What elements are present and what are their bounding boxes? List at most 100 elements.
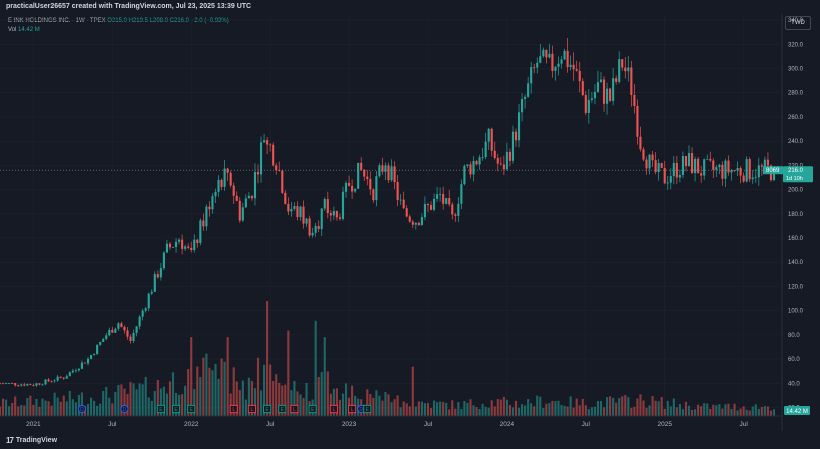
event-marker[interactable] bbox=[347, 404, 357, 414]
event-marker[interactable] bbox=[308, 404, 317, 414]
volume-bar bbox=[502, 396, 505, 416]
candle-body bbox=[672, 162, 675, 177]
volume-bar bbox=[417, 401, 420, 416]
event-marker[interactable] bbox=[363, 404, 372, 414]
volume-bar bbox=[587, 409, 590, 416]
candle-body bbox=[335, 211, 338, 218]
volume-bar bbox=[703, 403, 706, 416]
candle-body bbox=[126, 330, 129, 337]
candle-body bbox=[11, 382, 14, 384]
candle-body bbox=[660, 163, 663, 168]
volume-bar bbox=[475, 407, 478, 416]
price-axis[interactable]: 20.040.060.080.0100.0120.0140.0160.0180.… bbox=[788, 18, 804, 411]
candle-body bbox=[530, 67, 533, 84]
candle-body bbox=[615, 78, 618, 82]
event-marker[interactable] bbox=[290, 404, 299, 414]
candle-body bbox=[426, 203, 430, 206]
candle-body bbox=[326, 199, 329, 214]
volume-bar bbox=[80, 392, 84, 416]
volume-bar bbox=[454, 408, 457, 416]
candle-body bbox=[569, 64, 572, 68]
candle-body bbox=[354, 188, 357, 192]
tradingview-logo[interactable]: 17 TradingView bbox=[6, 436, 57, 445]
candle-body bbox=[241, 207, 244, 221]
candle-body bbox=[202, 220, 205, 227]
volume-bar bbox=[645, 407, 648, 416]
event-marker[interactable] bbox=[171, 404, 181, 414]
candle-body bbox=[150, 291, 153, 294]
candle-body bbox=[557, 63, 560, 67]
volume-bar bbox=[165, 393, 169, 416]
volume-bar bbox=[548, 403, 551, 416]
volume-bar bbox=[733, 403, 736, 416]
candle-body bbox=[599, 79, 603, 83]
candle-body bbox=[721, 164, 724, 179]
candle-body bbox=[290, 208, 293, 212]
candle-body bbox=[475, 161, 478, 165]
event-marker[interactable] bbox=[229, 404, 238, 414]
volume-legend[interactable]: Vol 14.42 M bbox=[8, 27, 40, 33]
candle-body bbox=[745, 159, 748, 182]
candle-body bbox=[724, 160, 727, 179]
volume-bar bbox=[314, 320, 317, 416]
volume-bar bbox=[68, 390, 71, 416]
symbol-legend[interactable]: E INK HOLDINGS INC. · 1W · TPEX O215.0 H… bbox=[8, 18, 229, 24]
price-tick-label: 300.0 bbox=[788, 66, 804, 72]
candle-body bbox=[372, 189, 375, 201]
currency-button[interactable]: TWD bbox=[785, 16, 811, 30]
volume-bar bbox=[259, 390, 263, 416]
event-marker[interactable] bbox=[329, 404, 338, 414]
candle-body bbox=[341, 191, 345, 219]
dividend-event-marker[interactable] bbox=[77, 404, 87, 414]
volume-bar bbox=[26, 398, 29, 416]
time-tick-label: Jul bbox=[582, 421, 591, 428]
volume-bar bbox=[20, 404, 23, 416]
time-axis[interactable]: 2021 Jul 2022 Jul 2023 Jul 2024 Jul 2025 Jul bbox=[26, 421, 748, 428]
candle-body bbox=[448, 198, 451, 205]
candle-body bbox=[766, 159, 769, 166]
volume-bar bbox=[351, 385, 354, 416]
volume-bar bbox=[41, 398, 44, 416]
volume-bar bbox=[429, 408, 433, 416]
candle-body bbox=[296, 205, 299, 218]
price-tick-label: 240.0 bbox=[788, 139, 804, 145]
candle-body bbox=[669, 176, 672, 183]
price-tick-label: 320.0 bbox=[788, 42, 804, 48]
event-marker[interactable] bbox=[187, 404, 196, 414]
volume-bar bbox=[263, 364, 266, 416]
candle-body bbox=[645, 159, 648, 169]
volume-bar bbox=[147, 397, 150, 416]
candle-body bbox=[527, 83, 530, 97]
candle-body bbox=[38, 383, 41, 385]
volume-bar bbox=[754, 404, 757, 416]
volume-bar bbox=[602, 407, 606, 416]
volume-bar bbox=[171, 372, 175, 416]
event-marker[interactable] bbox=[247, 404, 257, 414]
candle-body bbox=[627, 67, 630, 72]
candle-body bbox=[533, 67, 536, 68]
volume-bar bbox=[472, 405, 475, 416]
candle-body bbox=[132, 332, 135, 341]
volume-tag-bg bbox=[784, 406, 810, 415]
event-marker[interactable] bbox=[263, 404, 272, 414]
volume-bar bbox=[123, 388, 126, 416]
price-tick-label: 100.0 bbox=[788, 309, 804, 315]
event-marker[interactable] bbox=[278, 404, 287, 414]
dividend-event-marker[interactable] bbox=[120, 404, 129, 414]
event-marker-label: E bbox=[311, 407, 315, 413]
volume-bar bbox=[448, 409, 451, 416]
candle-body bbox=[706, 158, 709, 160]
candle-body bbox=[736, 167, 739, 171]
event-marker[interactable] bbox=[156, 404, 165, 414]
candle-body bbox=[730, 170, 733, 173]
grid-lines bbox=[0, 14, 782, 416]
volume-bar bbox=[760, 406, 763, 416]
candle-body bbox=[499, 163, 502, 165]
candle-body bbox=[536, 62, 539, 68]
price-tick-label: 200.0 bbox=[788, 188, 804, 194]
volume-bar bbox=[633, 406, 636, 416]
volume-tag-text: 14.42 M bbox=[786, 409, 808, 415]
volume-bar bbox=[366, 389, 369, 416]
volume-bar bbox=[493, 406, 496, 416]
